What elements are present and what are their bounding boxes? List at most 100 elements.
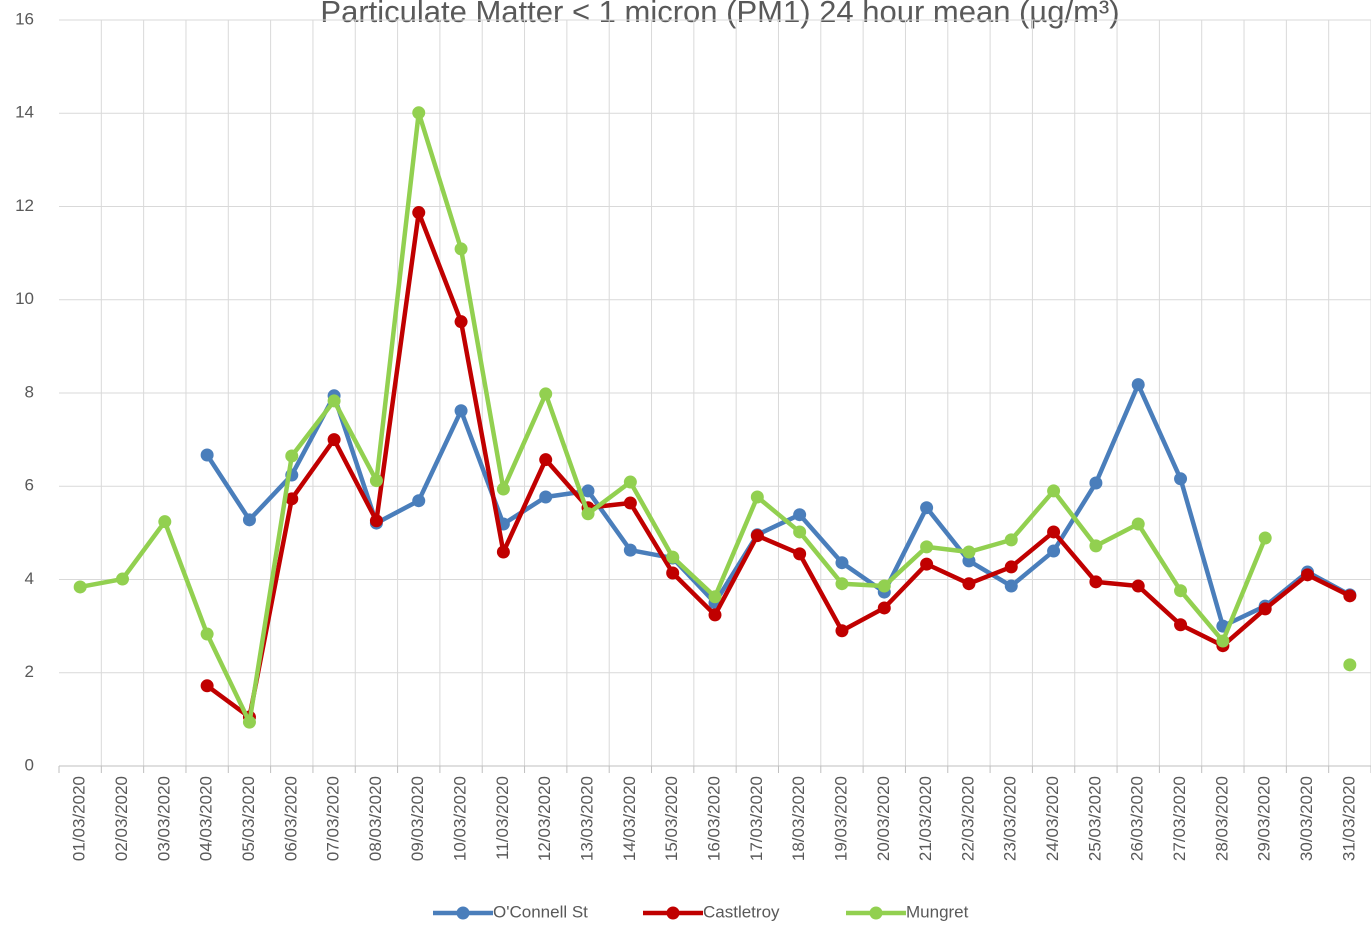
point [835,556,849,570]
y-tick-label: 10 [15,289,34,308]
series-line [204,210,1353,720]
point [1047,525,1061,539]
point [285,492,299,506]
x-tick-label: 25/03/2020 [1085,776,1104,861]
point [1174,472,1188,486]
x-tick-label: 15/03/2020 [662,776,681,861]
point [242,715,256,729]
point [158,515,172,529]
point [920,540,934,554]
point [750,490,764,504]
x-tick-label: 31/03/2020 [1339,776,1358,861]
x-tick-label: 24/03/2020 [1043,776,1062,861]
point [920,557,934,571]
x-tick-label: 09/03/2020 [408,776,427,861]
y-tick-label: 6 [25,476,34,495]
point [73,580,87,594]
point [496,482,510,496]
x-tick-label: 02/03/2020 [112,776,131,861]
x-tick-label: 22/03/2020 [958,776,977,861]
point [1216,634,1230,648]
x-tick-label: 13/03/2020 [578,776,597,861]
x-tick-label: 23/03/2020 [1001,776,1020,861]
point [877,579,891,593]
point [581,484,595,498]
point [666,550,680,564]
point [623,496,637,510]
point [327,433,341,447]
y-tick-label: 2 [25,662,34,681]
point [496,545,510,559]
point [623,543,637,557]
legend-label: Mungret [906,902,969,921]
point [623,475,637,489]
point [708,608,722,622]
point [539,490,553,504]
point [1004,533,1018,547]
point [412,206,426,220]
x-tick-label: 05/03/2020 [239,776,258,861]
y-tick-label: 4 [25,569,34,588]
legend-marker [666,906,680,920]
x-tick-label: 27/03/2020 [1170,776,1189,861]
point [1131,378,1145,392]
point [877,601,891,615]
point [962,545,976,559]
legend-label: Castletroy [703,902,780,921]
point [1047,484,1061,498]
point [1131,517,1145,531]
point [1089,476,1103,490]
point [369,474,383,488]
point [1089,575,1103,589]
point [920,501,934,515]
x-tick-label: 28/03/2020 [1212,776,1231,861]
point [835,624,849,638]
x-tick-label: 19/03/2020 [831,776,850,861]
legend-label: O'Connell St [493,902,588,921]
point [1301,568,1315,582]
point [454,242,468,256]
point [750,529,764,543]
x-tick-label: 14/03/2020 [620,776,639,861]
x-tick-label: 03/03/2020 [154,776,173,861]
point [327,394,341,408]
point [1174,584,1188,598]
point [1174,618,1188,632]
x-tick-label: 04/03/2020 [197,776,216,861]
point [793,525,807,539]
x-tick-label: 20/03/2020 [874,776,893,861]
point [962,577,976,591]
point [666,566,680,580]
point [793,547,807,561]
point [793,508,807,522]
point [285,449,299,463]
x-tick-label: 01/03/2020 [70,776,89,861]
y-tick-label: 12 [15,196,34,215]
point [708,590,722,604]
x-tick-label: 08/03/2020 [366,776,385,861]
x-tick-label: 12/03/2020 [535,776,554,861]
point [1131,579,1145,593]
point [1343,589,1357,603]
x-tick-label: 17/03/2020 [747,776,766,861]
point [1258,531,1272,545]
point [1089,539,1103,553]
legend-marker [869,906,883,920]
point [242,513,256,527]
x-tick-label: 11/03/2020 [493,776,512,860]
x-tick-label: 16/03/2020 [704,776,723,861]
x-tick-label: 07/03/2020 [324,776,343,861]
x-tick-label: 10/03/2020 [451,776,470,861]
y-tick-label: 16 [15,9,34,28]
y-tick-label: 14 [15,103,34,122]
x-tick-label: 18/03/2020 [789,776,808,861]
point [1047,544,1061,558]
x-tick-label: 21/03/2020 [916,776,935,861]
series-line [204,382,1353,629]
point [1258,602,1272,616]
point [200,627,214,641]
point [412,494,426,508]
point [581,507,595,521]
point [454,315,468,329]
